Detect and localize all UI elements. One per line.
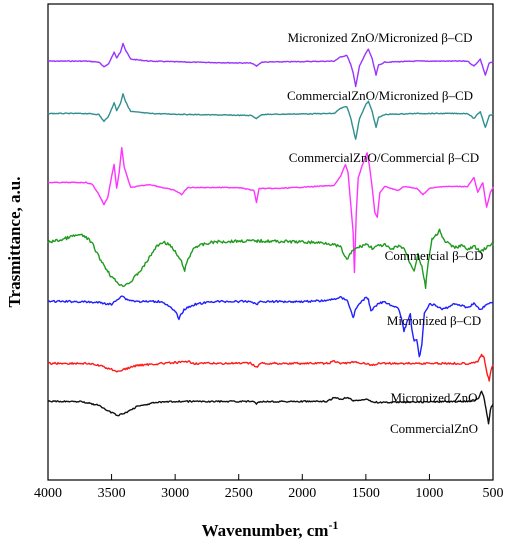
x-tick-label: 500 [483,486,504,501]
series-line-6 [47,353,494,382]
x-axis-ticks: 4000 3500 3000 2500 2000 1500 1000 500 [34,474,504,501]
series-line-3 [47,147,494,274]
x-tick-label: 3500 [98,486,126,501]
x-axis-title-exponent: -1 [328,518,338,532]
series-line-5 [47,295,494,358]
x-tick-label: 2000 [288,486,316,501]
series-line-2 [47,93,494,140]
series-label-4: Commercial β–CD [385,248,484,263]
x-tick-label: 4000 [34,486,62,501]
series-label-7: CommercialZnO [390,421,478,436]
x-axis-title: Wavenumber, cm-1 [202,518,339,540]
series-label-2: CommercialZnO/Micronized β–CD [287,88,473,103]
x-tick-label: 1500 [352,486,380,501]
x-tick-label: 2500 [225,486,253,501]
x-tick-label: 3000 [161,486,189,501]
series-layer [47,42,494,425]
series-line-7 [47,390,494,425]
series-label-3: CommercialZnO/Commercial β–CD [289,150,479,165]
series-label-6: Micronized ZnO [390,390,477,405]
series-label-1: Micronized ZnO/Micronized β–CD [288,30,473,45]
series-line-4 [47,228,494,289]
series-labels: Micronized ZnO/Micronized β–CD Commercial… [287,30,483,436]
series-label-5: Micronized β–CD [387,313,481,328]
x-tick-label: 1000 [415,486,443,501]
series-line-1 [47,42,494,88]
y-axis-title: Trasmittance, a.u. [5,177,24,308]
